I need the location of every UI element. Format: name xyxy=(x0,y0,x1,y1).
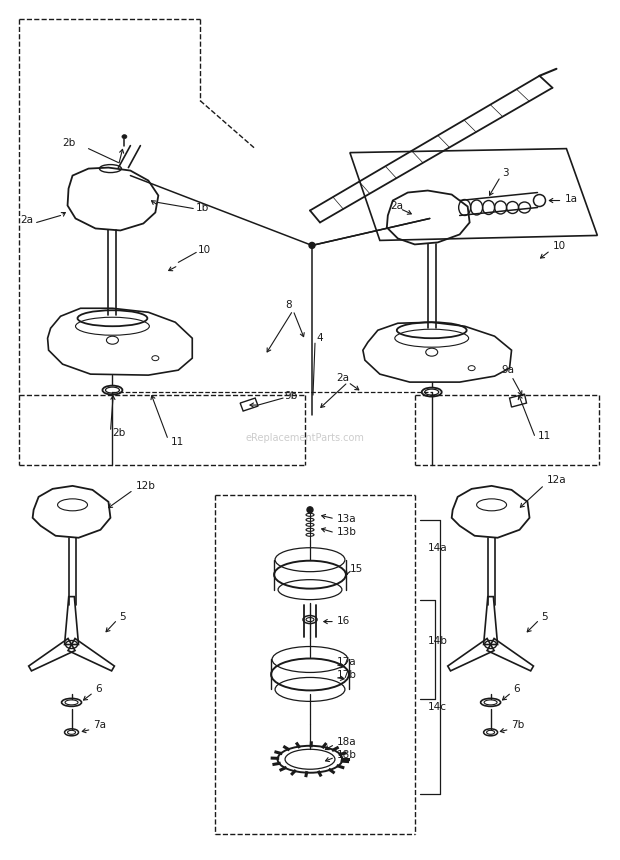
Text: 13a: 13a xyxy=(337,513,356,524)
Text: 10: 10 xyxy=(198,245,211,255)
Ellipse shape xyxy=(122,135,127,138)
Text: 12b: 12b xyxy=(135,481,155,491)
Text: 17b: 17b xyxy=(337,671,357,680)
Text: 6: 6 xyxy=(513,685,520,694)
Text: 2a: 2a xyxy=(336,373,349,383)
Text: 8: 8 xyxy=(285,300,291,310)
Text: 1b: 1b xyxy=(197,204,210,213)
Text: 2a: 2a xyxy=(390,200,403,211)
Text: 9b: 9b xyxy=(284,391,298,401)
Text: 14b: 14b xyxy=(428,636,448,646)
Text: 1a: 1a xyxy=(564,194,577,204)
Text: 2a: 2a xyxy=(20,216,33,225)
Text: 2b: 2b xyxy=(112,428,126,438)
Text: 13b: 13b xyxy=(337,527,357,537)
Text: 14a: 14a xyxy=(428,543,448,553)
Text: 12a: 12a xyxy=(546,475,566,485)
Ellipse shape xyxy=(309,243,315,249)
Ellipse shape xyxy=(307,507,313,513)
Text: 15: 15 xyxy=(350,563,363,574)
Text: 16: 16 xyxy=(337,616,350,625)
Text: 11: 11 xyxy=(538,431,551,441)
Text: 11: 11 xyxy=(170,437,184,447)
Text: 3: 3 xyxy=(503,168,509,177)
Text: 18b: 18b xyxy=(337,750,357,760)
Text: 4: 4 xyxy=(316,333,322,343)
Text: 17a: 17a xyxy=(337,658,356,667)
Text: 5: 5 xyxy=(541,611,548,622)
Text: 9a: 9a xyxy=(502,366,515,375)
Text: eReplacementParts.com: eReplacementParts.com xyxy=(246,433,365,443)
Text: 5: 5 xyxy=(120,611,126,622)
Text: 14c: 14c xyxy=(428,703,447,712)
Text: 6: 6 xyxy=(95,685,102,694)
Text: 2b: 2b xyxy=(63,138,76,148)
Text: 7b: 7b xyxy=(512,721,525,730)
Text: 7a: 7a xyxy=(94,721,107,730)
Text: 10: 10 xyxy=(552,242,565,251)
Text: 18a: 18a xyxy=(337,737,356,747)
